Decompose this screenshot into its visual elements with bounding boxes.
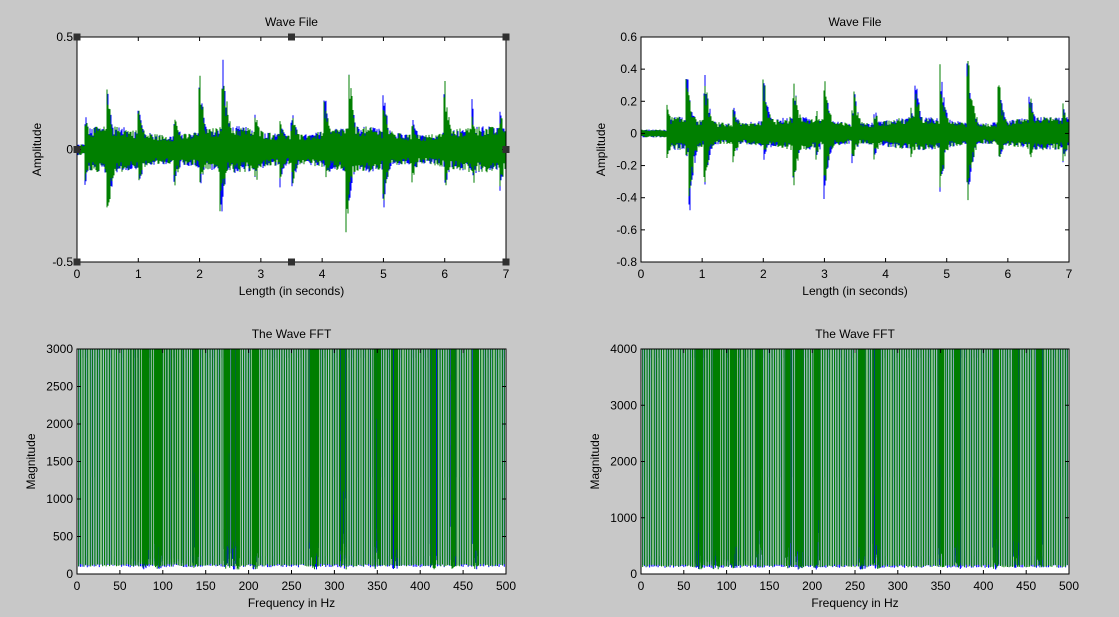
y-tick-label: -0.5 — [52, 255, 73, 269]
selection-handle[interactable] — [73, 258, 81, 266]
axes-box — [640, 36, 1070, 263]
y-tick-label: 0.4 — [620, 62, 637, 76]
x-tick-label: 300 — [888, 579, 908, 593]
x-tick-label: 4 — [882, 267, 889, 281]
selection-handle[interactable] — [502, 33, 510, 41]
x-tick-label: 6 — [1005, 267, 1012, 281]
y-tick-label: 2500 — [46, 380, 73, 394]
plot-data-layer — [641, 349, 1069, 570]
y-tick-label: -0.2 — [616, 159, 637, 173]
y-tick-label: 3000 — [46, 342, 73, 356]
x-tick-label: 2 — [196, 267, 203, 281]
x-tick-label: 350 — [931, 579, 951, 593]
x-tick-label: 7 — [1066, 267, 1073, 281]
y-tick-label: 0 — [66, 143, 73, 157]
selection-handle[interactable] — [502, 146, 510, 153]
y-axis-label: Magnitude — [588, 433, 602, 489]
x-tick-label: 450 — [453, 579, 473, 593]
y-tick-label: 4000 — [610, 342, 637, 356]
x-tick-label: 3 — [821, 267, 828, 281]
x-axis-label: Length (in seconds) — [239, 284, 344, 298]
x-axis-label: Length (in seconds) — [802, 284, 907, 298]
x-tick-label: 450 — [1016, 579, 1036, 593]
x-tick-label: 250 — [281, 579, 301, 593]
x-tick-label: 100 — [153, 579, 173, 593]
chart-title: The Wave FFT — [815, 327, 895, 341]
x-tick-label: 300 — [324, 579, 344, 593]
x-tick-label: 0 — [638, 267, 645, 281]
selection-handle[interactable] — [73, 146, 81, 153]
x-tick-label: 500 — [1059, 579, 1079, 593]
x-tick-label: 350 — [367, 579, 387, 593]
y-axis-label: Magnitude — [24, 433, 38, 489]
x-axis-label: Frequency in Hz — [248, 596, 335, 610]
selection-handle[interactable] — [288, 258, 295, 266]
y-tick-label: 1500 — [46, 455, 73, 469]
y-tick-label: -0.8 — [616, 255, 637, 269]
x-tick-label: 7 — [503, 267, 510, 281]
x-tick-label: 4 — [319, 267, 326, 281]
y-tick-label: 3000 — [610, 398, 637, 412]
y-tick-label: 2000 — [46, 417, 73, 431]
x-tick-label: 2 — [760, 267, 767, 281]
x-axis-label: Frequency in Hz — [811, 596, 898, 610]
x-tick-label: 0 — [74, 579, 81, 593]
plot-data-layer — [641, 61, 1069, 211]
x-tick-label: 150 — [196, 579, 216, 593]
y-tick-label: -0.4 — [616, 191, 637, 205]
plot-data-layer — [77, 59, 506, 233]
selection-handle[interactable] — [502, 258, 510, 266]
axes-fft-left[interactable]: 0 50 100 150 200 250 300 350 400 450 5000500100015… — [24, 1, 516, 611]
x-tick-label: 400 — [410, 579, 430, 593]
y-tick-label: 2000 — [610, 455, 637, 469]
x-tick-label: 5 — [943, 267, 950, 281]
x-tick-label: 200 — [239, 579, 259, 593]
fft-series-green — [641, 349, 1069, 570]
axes-wave-right[interactable]: 0 1 2 3 4 5 6 7 -0.8 -0.6 -0.4 -0.2 0 0.2 0.4 0.6 Wave F… — [594, 15, 1073, 298]
y-tick-label: 500 — [53, 530, 73, 544]
x-tick-label: 50 — [113, 579, 127, 593]
x-tick-label: 100 — [717, 579, 737, 593]
wave-series-green — [77, 74, 506, 233]
x-tick-label: 0 — [638, 579, 645, 593]
y-tick-label: 0.2 — [620, 94, 637, 108]
y-tick-label: -0.6 — [616, 223, 637, 237]
x-tick-label: 6 — [441, 267, 448, 281]
chart-title: Wave File — [265, 15, 318, 29]
selection-handle[interactable] — [73, 33, 81, 41]
x-tick-label: 50 — [677, 579, 691, 593]
x-tick-label: 0 — [74, 267, 81, 281]
y-tick-label: 1000 — [610, 511, 637, 525]
y-tick-label: 0.5 — [56, 30, 73, 44]
x-tick-label: 150 — [759, 579, 779, 593]
x-tick-label: 3 — [258, 267, 265, 281]
x-tick-label: 400 — [973, 579, 993, 593]
x-tick-label: 250 — [845, 579, 865, 593]
y-tick-label: 1000 — [46, 492, 73, 506]
x-tick-label: 1 — [699, 267, 706, 281]
y-tick-label: 0.6 — [620, 30, 637, 44]
y-tick-label: 0 — [630, 126, 637, 140]
y-axis-label: Amplitude — [594, 123, 608, 177]
chart-title: Wave File — [829, 15, 882, 29]
wave-series-green — [641, 61, 1069, 201]
axes-fft-right[interactable]: 0 50 100 150 200 250 300 350 400 450 5000100020003… — [588, 1, 1079, 611]
y-tick-label: 0 — [630, 567, 637, 581]
y-tick-label: 0 — [66, 567, 73, 581]
x-tick-label: 1 — [135, 267, 142, 281]
fft-series-green — [77, 349, 506, 570]
chart-title: The Wave FFT — [252, 327, 332, 341]
selection-handle[interactable] — [288, 33, 295, 41]
plot-data-layer — [77, 349, 506, 570]
y-axis-label: Amplitude — [30, 123, 44, 177]
x-tick-label: 5 — [380, 267, 387, 281]
x-tick-label: 500 — [496, 579, 516, 593]
x-tick-label: 200 — [802, 579, 822, 593]
